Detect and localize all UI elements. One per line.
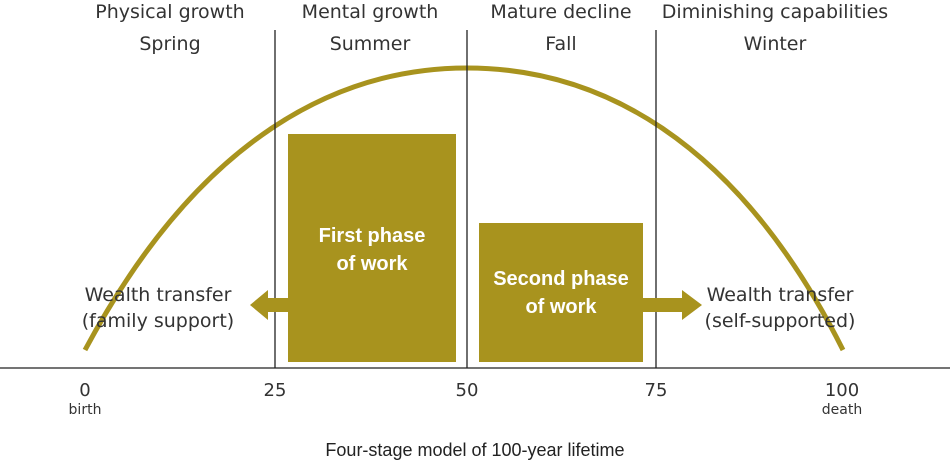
first-phase-label-line2: of work	[336, 253, 408, 275]
first-phase-label-line1: First phase	[319, 225, 426, 247]
tick-100: 100	[825, 380, 859, 401]
stage-name-summer: Mental growth	[302, 1, 439, 23]
stage-season-winter: Winter	[744, 33, 807, 55]
stage-name-spring: Physical growth	[95, 1, 244, 23]
second-phase-label-line2: of work	[525, 296, 597, 318]
left-arrow-icon	[250, 290, 288, 320]
tick-50: 50	[456, 380, 479, 401]
stage-season-spring: Spring	[139, 33, 200, 55]
tick-25: 25	[264, 380, 287, 401]
stage-name-fall: Mature decline	[490, 1, 631, 23]
birth-label: birth	[69, 402, 102, 418]
lifetime-curve	[82, 65, 846, 352]
second-phase-label-line1: Second phase	[493, 268, 629, 290]
death-label: death	[822, 402, 862, 418]
left-transfer-line1: Wealth transfer	[85, 284, 232, 306]
stage-name-winter: Diminishing capabilities	[662, 1, 888, 23]
diagram-caption: Four-stage model of 100-year lifetime	[325, 440, 624, 460]
left-transfer-line2: (family support)	[82, 310, 234, 332]
right-transfer-line1: Wealth transfer	[707, 284, 854, 306]
stage-season-summer: Summer	[330, 33, 411, 55]
right-arrow-icon	[643, 290, 702, 320]
first-phase-box	[288, 134, 456, 362]
second-phase-box	[479, 223, 643, 362]
right-transfer-line2: (self-supported)	[705, 310, 856, 332]
stage-season-fall: Fall	[545, 33, 576, 55]
tick-0: 0	[79, 380, 90, 401]
tick-75: 75	[645, 380, 668, 401]
